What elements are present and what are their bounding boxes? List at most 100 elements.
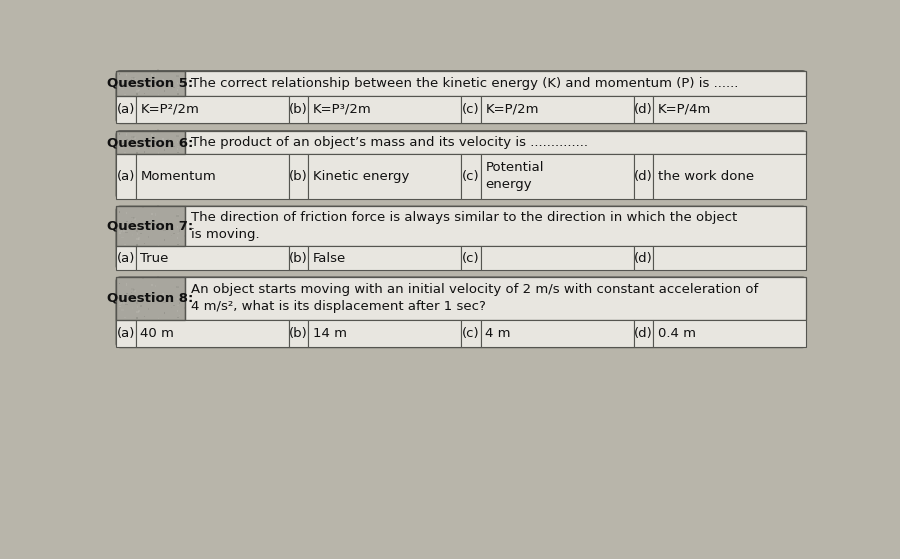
Bar: [133, 136, 135, 138]
Bar: [176, 148, 178, 150]
Bar: [148, 88, 149, 90]
Bar: [131, 139, 132, 140]
Bar: [177, 141, 178, 143]
Text: Question 7:: Question 7:: [107, 220, 194, 233]
Bar: [174, 87, 175, 88]
Bar: [150, 80, 153, 82]
Bar: [126, 293, 128, 294]
Bar: [119, 86, 121, 87]
Bar: [154, 82, 156, 83]
Bar: [123, 83, 125, 84]
Bar: [157, 276, 158, 278]
Text: Question 5:: Question 5:: [107, 77, 194, 90]
Bar: [148, 147, 149, 149]
Bar: [116, 277, 184, 320]
Bar: [164, 85, 166, 86]
Bar: [137, 83, 138, 85]
Bar: [144, 151, 145, 153]
Bar: [133, 77, 135, 79]
Bar: [184, 307, 186, 309]
Text: K=P³/2m: K=P³/2m: [313, 103, 372, 116]
Bar: [481, 154, 634, 199]
Bar: [131, 292, 132, 293]
Bar: [130, 224, 133, 225]
Bar: [164, 149, 166, 151]
Bar: [133, 222, 136, 225]
Bar: [138, 148, 140, 150]
Bar: [133, 288, 135, 291]
Bar: [124, 145, 128, 146]
Bar: [171, 226, 175, 228]
Bar: [177, 286, 179, 287]
Bar: [179, 315, 181, 316]
Bar: [140, 87, 141, 88]
Bar: [123, 244, 126, 245]
Bar: [184, 235, 186, 237]
Bar: [136, 247, 289, 269]
Bar: [308, 154, 461, 199]
Bar: [634, 96, 653, 124]
Bar: [148, 140, 149, 141]
Bar: [142, 70, 144, 72]
Bar: [154, 141, 156, 142]
Bar: [161, 140, 162, 141]
Text: (a): (a): [117, 170, 135, 183]
Text: K=P²/2m: K=P²/2m: [140, 103, 199, 116]
Bar: [161, 222, 162, 224]
Bar: [126, 283, 127, 286]
Bar: [122, 89, 123, 91]
Bar: [116, 206, 184, 247]
Bar: [130, 296, 133, 297]
Bar: [167, 80, 169, 82]
Bar: [136, 302, 138, 304]
Bar: [177, 305, 178, 306]
Bar: [653, 247, 806, 269]
Bar: [131, 79, 132, 80]
Bar: [174, 233, 175, 234]
Bar: [116, 96, 136, 124]
Bar: [156, 130, 157, 131]
Bar: [184, 131, 806, 154]
Bar: [150, 134, 153, 136]
Bar: [176, 215, 178, 217]
Bar: [123, 152, 126, 153]
Text: 4 m: 4 m: [485, 327, 511, 340]
Bar: [183, 134, 184, 135]
Text: Question 6:: Question 6:: [107, 136, 194, 149]
Bar: [150, 284, 153, 286]
Bar: [116, 154, 136, 199]
Bar: [176, 89, 178, 91]
Bar: [137, 93, 138, 95]
Bar: [176, 244, 179, 245]
Bar: [151, 78, 153, 79]
Bar: [134, 219, 136, 220]
Bar: [131, 77, 134, 78]
Text: (a): (a): [117, 327, 135, 340]
Bar: [184, 88, 186, 89]
Bar: [116, 320, 136, 347]
Bar: [176, 152, 179, 154]
Bar: [136, 84, 138, 87]
Bar: [176, 310, 178, 312]
Bar: [177, 75, 179, 77]
Bar: [653, 96, 806, 124]
Bar: [634, 320, 653, 347]
Text: (d): (d): [634, 103, 652, 116]
Bar: [137, 300, 138, 302]
Text: (a): (a): [117, 252, 135, 264]
Text: (d): (d): [634, 327, 652, 340]
Bar: [127, 222, 130, 225]
Bar: [184, 206, 806, 247]
Bar: [118, 297, 119, 299]
Bar: [131, 288, 134, 290]
Bar: [118, 141, 119, 143]
Bar: [184, 146, 186, 149]
Text: K=P/2m: K=P/2m: [485, 103, 539, 116]
Bar: [123, 143, 125, 144]
Bar: [123, 302, 125, 304]
Text: (c): (c): [462, 103, 480, 116]
Bar: [116, 131, 184, 154]
Text: K=P/4m: K=P/4m: [658, 103, 711, 116]
Bar: [118, 225, 119, 227]
Bar: [184, 298, 186, 300]
